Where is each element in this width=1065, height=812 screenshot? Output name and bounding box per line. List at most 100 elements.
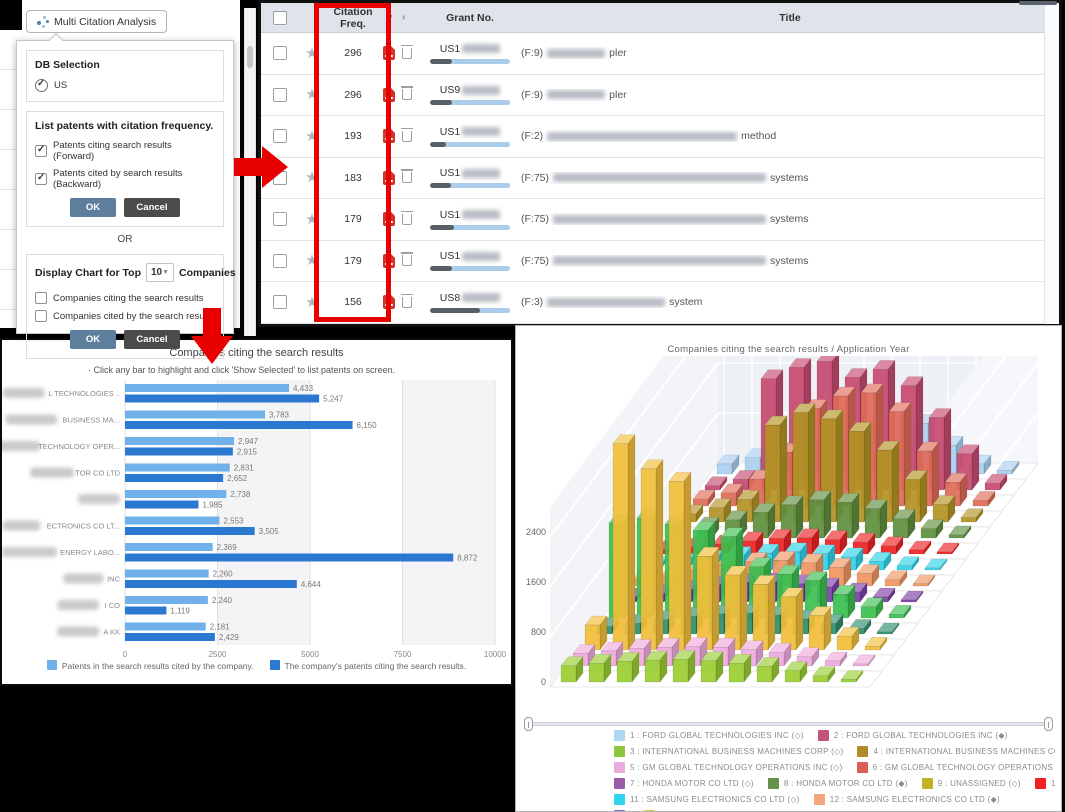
bar[interactable]	[125, 474, 223, 482]
svg-text:2,738: 2,738	[230, 490, 251, 499]
left-scrollbar-thumb[interactable]	[247, 46, 253, 68]
row-checkbox[interactable]	[273, 46, 287, 60]
companies-cited-checkbox[interactable]	[35, 310, 47, 322]
row-checkbox[interactable]	[273, 295, 287, 309]
grant-number[interactable]: US1	[440, 126, 460, 138]
citation-freq-header[interactable]: Citation Freq.	[325, 6, 381, 30]
table-row: ★ 179 US1 (F:75) systems	[261, 241, 1059, 283]
legend-swatch	[644, 810, 655, 811]
grant-number[interactable]: US8	[440, 292, 460, 304]
pdf-icon[interactable]	[383, 171, 395, 185]
title-cell: (F:75) systems	[512, 255, 1059, 267]
bar[interactable]	[125, 517, 219, 525]
star-icon[interactable]: ★	[305, 253, 318, 268]
pdf-icon[interactable]	[383, 129, 395, 143]
star-icon[interactable]: ★	[305, 46, 318, 61]
row-checkbox[interactable]	[273, 171, 287, 185]
star-icon[interactable]: ★	[305, 129, 318, 144]
trash-icon[interactable]	[402, 297, 412, 308]
trash-icon[interactable]	[402, 131, 412, 142]
row-checkbox[interactable]	[273, 88, 287, 102]
bar[interactable]	[125, 501, 198, 509]
top-count-select[interactable]: 10 ▼	[146, 263, 174, 282]
citation-progress-bar	[430, 266, 510, 271]
companies-citing-checkbox[interactable]	[35, 292, 47, 304]
svg-text:8,872: 8,872	[457, 554, 478, 563]
list-ok-button[interactable]: OK	[70, 198, 116, 217]
bar[interactable]	[125, 411, 265, 419]
multi-citation-analysis-button[interactable]: Multi Citation Analysis	[26, 10, 167, 33]
pdf-icon[interactable]	[383, 46, 395, 60]
forward-checkbox[interactable]	[35, 145, 47, 157]
slider-handle-left[interactable]	[524, 717, 533, 731]
bar[interactable]	[125, 596, 208, 604]
title-cell: (F:2) method	[512, 130, 1059, 142]
trash-icon[interactable]	[402, 255, 412, 266]
grant-number[interactable]: US1	[440, 43, 460, 55]
svg-text:1,119: 1,119	[170, 607, 190, 616]
citation-progress-bar	[430, 225, 510, 230]
row-checkbox[interactable]	[273, 129, 287, 143]
star-icon[interactable]: ★	[305, 87, 318, 102]
backward-checkbox[interactable]	[35, 173, 47, 185]
bar[interactable]	[125, 448, 233, 456]
row-checkbox[interactable]	[273, 254, 287, 268]
grant-number[interactable]: US9	[440, 84, 460, 96]
redacted-title	[553, 256, 766, 265]
star-icon[interactable]: ★	[305, 212, 318, 227]
legend-item: 8 : HONDA MOTOR CO LTD (◆)	[768, 778, 908, 789]
table-vertical-scrollbar[interactable]	[1044, 3, 1059, 324]
top-companies-suffix: Companies	[179, 267, 236, 279]
left-scrollbar[interactable]	[244, 8, 256, 336]
grant-cell: US1	[428, 167, 512, 188]
us-checkbox[interactable]	[35, 79, 48, 92]
trash-icon[interactable]	[402, 172, 412, 183]
row-checkbox[interactable]	[273, 212, 287, 226]
chart3d-plot: 0800160024002010201120122013201420152016…	[516, 356, 1061, 716]
bar[interactable]	[125, 437, 234, 445]
title-suffix: systems	[770, 172, 809, 184]
bar[interactable]	[125, 543, 213, 551]
bar[interactable]	[125, 580, 297, 588]
chart-ok-button[interactable]: OK	[70, 330, 116, 349]
grant-number[interactable]: US1	[440, 250, 460, 262]
bar[interactable]	[125, 527, 255, 535]
pdf-icon[interactable]	[383, 295, 395, 309]
bar[interactable]	[125, 490, 226, 498]
bar[interactable]	[125, 554, 453, 562]
redacted-title	[547, 298, 665, 307]
slider-track[interactable]	[524, 722, 1053, 726]
chevron-right-icon[interactable]: ›	[402, 12, 405, 23]
bar[interactable]	[125, 421, 353, 429]
bar[interactable]	[125, 384, 289, 392]
grant-no-header[interactable]: Grant No.	[428, 12, 512, 24]
grant-number[interactable]: US1	[440, 167, 460, 179]
pdf-icon[interactable]	[383, 254, 395, 268]
grant-number[interactable]: US1	[440, 209, 460, 221]
chart-cancel-button[interactable]: Cancel	[124, 330, 180, 349]
table-horizontal-scrollbar-thumb[interactable]	[1019, 1, 1057, 5]
citation-progress-bar	[430, 100, 510, 105]
bar[interactable]	[125, 633, 215, 641]
bar[interactable]	[125, 607, 166, 615]
slider-handle-right[interactable]	[1044, 717, 1053, 731]
trash-icon[interactable]	[402, 214, 412, 225]
pdf-icon[interactable]	[383, 212, 395, 226]
title-header[interactable]: Title	[512, 12, 1059, 24]
bar[interactable]	[125, 570, 209, 578]
list-cancel-button[interactable]: Cancel	[124, 198, 180, 217]
sort-caret-icon[interactable]: ▼	[387, 14, 394, 21]
star-icon[interactable]: ★	[305, 170, 318, 185]
star-icon[interactable]: ★	[305, 295, 318, 310]
title-suffix: method	[741, 130, 776, 142]
title-suffix: pler	[609, 89, 627, 101]
bar[interactable]	[125, 464, 230, 472]
trash-icon[interactable]	[402, 89, 412, 100]
bar[interactable]	[125, 623, 206, 631]
svg-text:ENERGY LABO...: ENERGY LABO...	[60, 548, 120, 557]
trash-icon[interactable]	[402, 48, 412, 59]
select-all-checkbox[interactable]	[273, 11, 287, 25]
pdf-icon[interactable]	[383, 88, 395, 102]
table-row: ★ 296 US9 (F:9) pler	[261, 75, 1059, 117]
bar[interactable]	[125, 395, 319, 403]
